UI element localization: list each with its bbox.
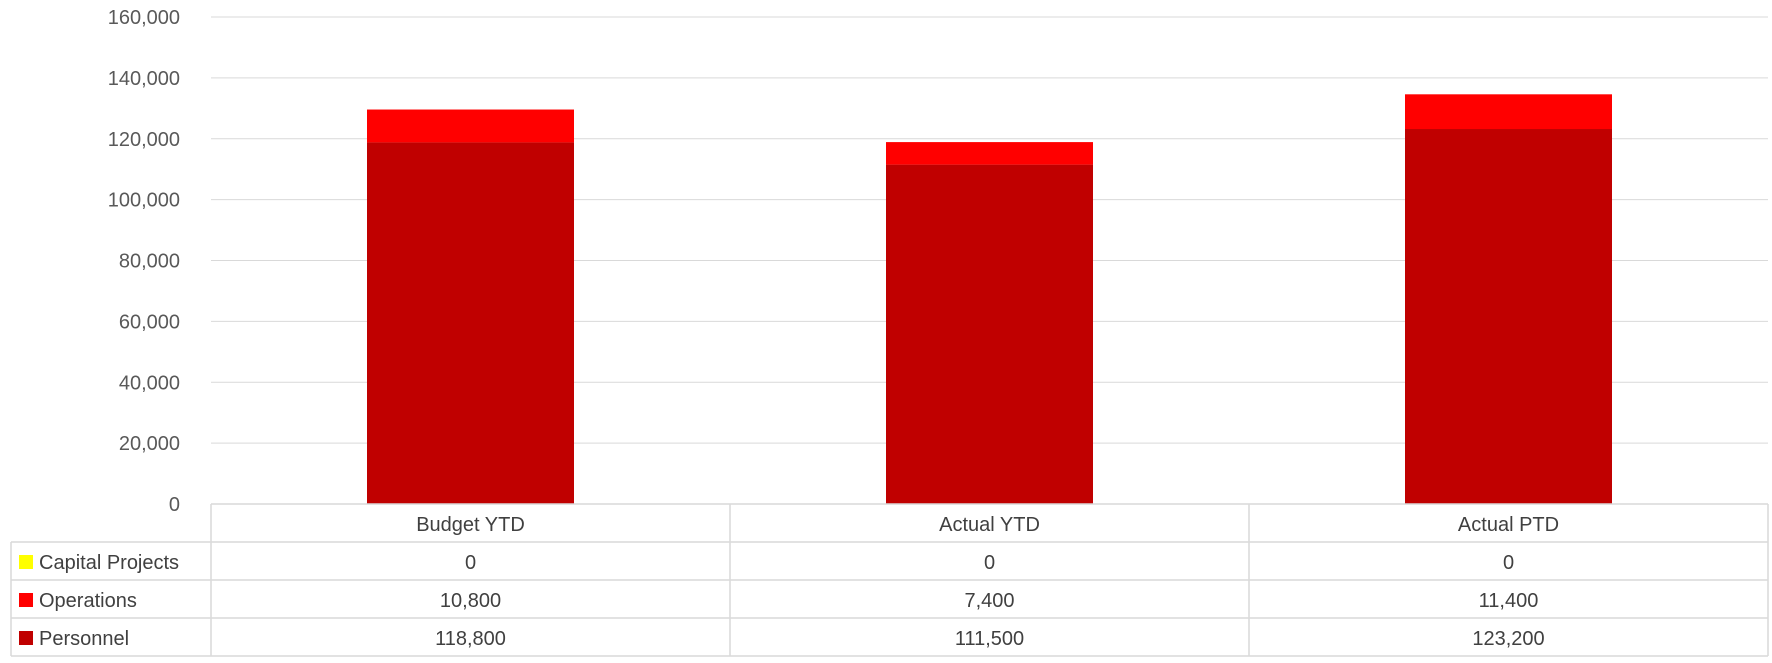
legend-swatch (19, 555, 33, 569)
data-label: 0 (984, 552, 995, 574)
data-label: 0 (465, 552, 476, 574)
legend-swatch (19, 631, 33, 645)
data-label: 111,500 (955, 628, 1024, 650)
y-tick-label: 0 (169, 494, 180, 516)
y-tick-label: 100,000 (108, 190, 180, 212)
y-tick-label: 160,000 (108, 7, 180, 29)
y-tick-label: 140,000 (108, 68, 180, 90)
bar-personnel (886, 164, 1093, 504)
bar-operations (367, 109, 574, 143)
data-label: 118,800 (435, 628, 506, 650)
y-tick-label: 40,000 (119, 372, 180, 394)
bar-personnel (1405, 129, 1612, 504)
y-tick-label: 20,000 (119, 433, 180, 455)
category-label: Actual YTD (939, 514, 1040, 536)
category-label: Budget YTD (416, 514, 525, 536)
data-label: 7,400 (964, 590, 1014, 612)
bar-operations (886, 142, 1093, 165)
y-tick-label: 60,000 (119, 311, 180, 333)
y-tick-label: 80,000 (119, 251, 180, 273)
data-label: 10,800 (440, 590, 501, 612)
bar-personnel (367, 142, 574, 504)
legend-swatch (19, 593, 33, 607)
data-label: 123,200 (1472, 628, 1544, 650)
data-label: 11,400 (1479, 590, 1539, 612)
bar-operations (1405, 94, 1612, 130)
category-label: Actual PTD (1458, 514, 1559, 536)
legend-label: Capital Projects (39, 552, 179, 574)
y-tick-label: 120,000 (108, 129, 180, 151)
data-label: 0 (1503, 552, 1514, 574)
legend-label: Operations (39, 590, 137, 612)
legend-label: Personnel (39, 628, 129, 650)
